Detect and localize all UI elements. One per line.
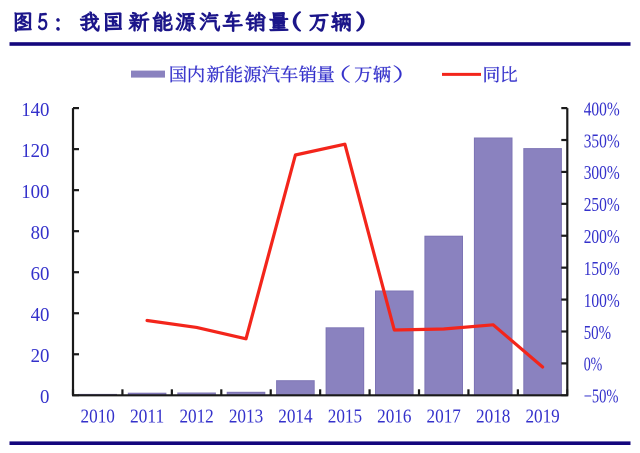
svg-text:20: 20 bbox=[31, 345, 50, 367]
svg-text:350%: 350% bbox=[584, 130, 620, 152]
svg-text:100%: 100% bbox=[584, 290, 620, 312]
svg-text:2011: 2011 bbox=[130, 406, 164, 428]
svg-text:200%: 200% bbox=[584, 226, 620, 248]
svg-text:0%: 0% bbox=[584, 354, 603, 376]
svg-text:2014: 2014 bbox=[278, 406, 312, 428]
svg-text:50%: 50% bbox=[584, 322, 611, 344]
svg-text:120: 120 bbox=[21, 140, 49, 162]
svg-text:2015: 2015 bbox=[328, 406, 362, 428]
svg-text:140: 140 bbox=[21, 99, 49, 121]
svg-text:400%: 400% bbox=[584, 98, 620, 120]
svg-text:2018: 2018 bbox=[476, 406, 510, 428]
svg-text:150%: 150% bbox=[584, 258, 620, 280]
svg-text:2010: 2010 bbox=[81, 406, 115, 428]
svg-text:80: 80 bbox=[31, 222, 50, 244]
svg-text:250%: 250% bbox=[584, 194, 620, 216]
svg-text:300%: 300% bbox=[584, 162, 620, 184]
svg-text:−50%: −50% bbox=[584, 386, 619, 408]
svg-text:100: 100 bbox=[21, 181, 49, 203]
svg-text:2016: 2016 bbox=[377, 406, 411, 428]
svg-text:60: 60 bbox=[31, 263, 50, 285]
svg-text:2017: 2017 bbox=[427, 406, 461, 428]
svg-text:2013: 2013 bbox=[229, 406, 263, 428]
svg-text:2019: 2019 bbox=[525, 406, 559, 428]
svg-text:2012: 2012 bbox=[179, 406, 213, 428]
svg-text:40: 40 bbox=[31, 304, 50, 326]
svg-text:0: 0 bbox=[40, 386, 49, 408]
